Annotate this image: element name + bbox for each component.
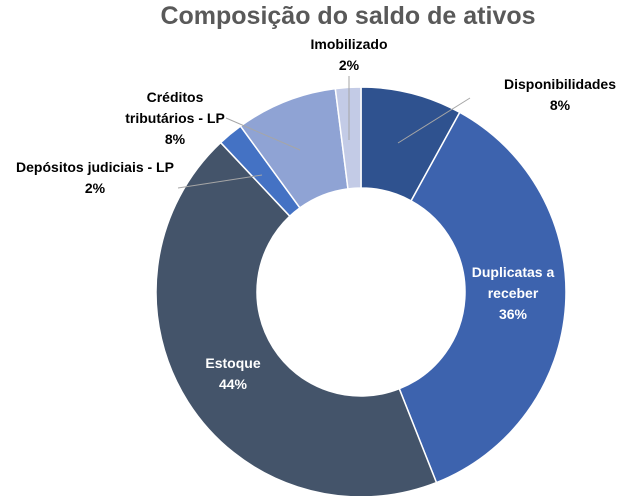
category-label: Duplicatas a receber — [471, 264, 555, 301]
value-label: 2% — [338, 57, 360, 73]
leader-line — [177, 174, 263, 189]
value-label: 8% — [549, 97, 571, 113]
category-label: Estoque — [205, 355, 261, 371]
category-label: Depósitos judiciais - LP — [16, 159, 174, 175]
donut-slice — [334, 86, 362, 190]
donut-slice — [155, 141, 438, 496]
slice-label: Créditos tributários - LP 8% — [115, 87, 235, 150]
slice-label: Depósitos judiciais - LP 2% — [15, 157, 175, 199]
chart-title: Composição do saldo de ativos — [160, 2, 536, 30]
category-label: Disponibilidades — [503, 76, 616, 92]
value-label: 8% — [164, 131, 186, 147]
slice-label: Estoque 44% — [183, 353, 283, 395]
value-label: 44% — [218, 376, 248, 392]
leader-line — [397, 97, 471, 144]
slice-label: Duplicatas a receber 36% — [453, 262, 573, 325]
leader-line — [225, 117, 301, 151]
value-label: 2% — [84, 180, 106, 196]
value-label: 36% — [498, 306, 528, 322]
slice-label: Imobilizado 2% — [289, 34, 409, 76]
category-label: Imobilizado — [310, 36, 388, 52]
category-label: Créditos tributários - LP — [125, 89, 225, 126]
donut-slice — [398, 111, 567, 484]
slice-label: Disponibilidades 8% — [490, 74, 626, 116]
